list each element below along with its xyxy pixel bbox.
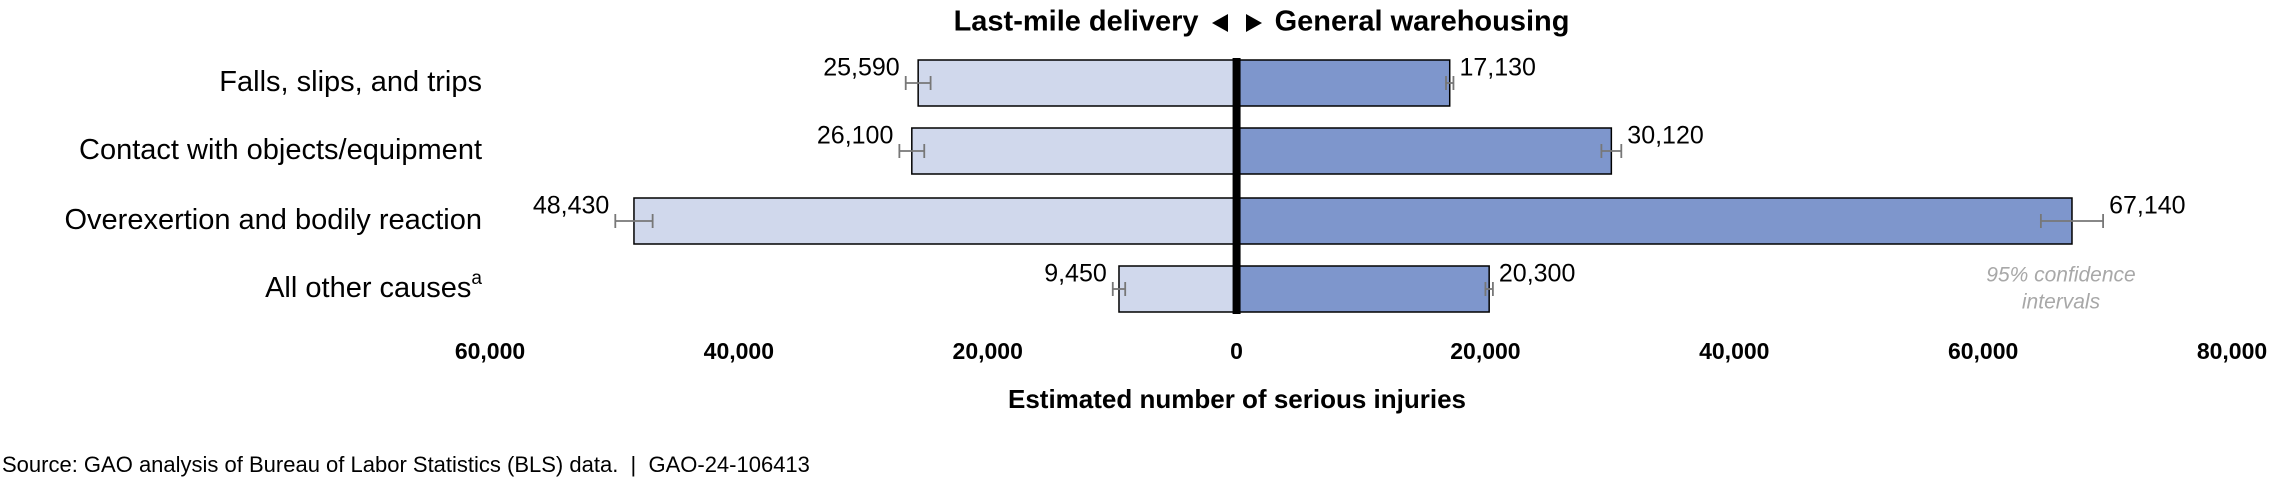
- error-bar: [898, 144, 926, 158]
- source: Source: GAO analysis of Bureau of Labor …: [2, 452, 810, 477]
- category-text: All other causes: [265, 272, 471, 304]
- bar: [1118, 265, 1238, 313]
- x-tick-label: 60,000: [1948, 338, 2018, 364]
- error-bar: [904, 76, 932, 90]
- arrow-right: [1246, 14, 1262, 32]
- legend-label: Last-mile delivery: [954, 6, 1199, 38]
- category-label: Overexertion and bodily reaction: [64, 204, 482, 236]
- category-label: All other causesa: [265, 268, 482, 304]
- x-tick-label: 80,000: [2197, 338, 2267, 364]
- annotation: 95% confidence: [1986, 264, 2135, 287]
- x-tick-label: 20,000: [1450, 338, 1520, 364]
- x-tick-label: 40,000: [1699, 338, 1769, 364]
- category-text: Overexertion and bodily reaction: [64, 204, 482, 236]
- category-text: Contact with objects/equipment: [79, 134, 482, 166]
- value-label: 9,450: [1044, 260, 1107, 288]
- error-bar: [614, 214, 654, 228]
- value-label: 30,120: [1627, 122, 1703, 150]
- bar: [1235, 59, 1451, 107]
- bar: [1235, 197, 2073, 245]
- category-label: Contact with objects/equipment: [79, 134, 482, 166]
- legend-label: General warehousing: [1275, 6, 1570, 38]
- error-bar: [1484, 282, 1494, 296]
- error-bar: [1111, 282, 1127, 296]
- bar: [917, 59, 1238, 107]
- category-label: Falls, slips, and trips: [219, 66, 482, 98]
- error-bar: [1600, 144, 1623, 158]
- error-bar: [1445, 76, 1455, 90]
- value-label: 48,430: [533, 192, 609, 220]
- value-label: 26,100: [817, 122, 893, 150]
- value-label: 67,140: [2109, 192, 2185, 220]
- bar: [1235, 265, 1490, 313]
- value-label: 25,590: [823, 54, 899, 82]
- error-bar: [2039, 214, 2104, 228]
- x-tick-label: 20,000: [953, 338, 1023, 364]
- value-label: 20,300: [1499, 260, 1575, 288]
- bar: [633, 197, 1238, 245]
- x-axis-title: Estimated number of serious injuries: [1008, 384, 1466, 414]
- x-tick-label: 40,000: [704, 338, 774, 364]
- category-text: Falls, slips, and trips: [219, 66, 482, 98]
- value-label: 17,130: [1459, 54, 1535, 82]
- category-superscript: a: [471, 268, 482, 289]
- x-tick-label: 0: [1230, 338, 1243, 364]
- arrow-left: [1212, 14, 1228, 32]
- x-tick-label: 60,000: [455, 338, 525, 364]
- annotation: intervals: [2022, 291, 2101, 314]
- bar: [911, 127, 1238, 175]
- bar: [1235, 127, 1613, 175]
